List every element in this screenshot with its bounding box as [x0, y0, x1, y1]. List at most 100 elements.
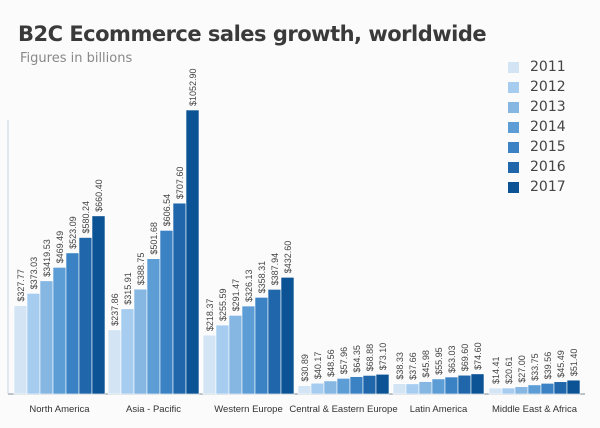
bar	[159, 230, 174, 395]
legend-label: 2013	[530, 99, 566, 115]
data-label: $469.49	[55, 231, 65, 264]
data-label: $73.10	[378, 343, 388, 371]
legend-swatch	[508, 181, 519, 193]
bar	[202, 334, 217, 395]
bar	[146, 258, 161, 395]
data-label: $14.41	[491, 356, 501, 384]
legend-swatch	[508, 61, 519, 73]
data-label: $606.54	[162, 194, 172, 227]
bar	[78, 237, 93, 395]
legend-item: 2014	[508, 117, 566, 137]
bar	[405, 383, 420, 395]
data-label: $237.86	[110, 293, 120, 326]
legend-swatch	[508, 161, 519, 173]
bar	[172, 202, 187, 395]
bar	[39, 280, 54, 395]
legend-item: 2016	[508, 157, 566, 177]
legend-swatch	[508, 101, 519, 113]
data-label: $68.88	[365, 344, 375, 372]
data-label: $69.60	[460, 344, 470, 372]
category-label: Central & Eastern Europe	[289, 404, 397, 415]
bar	[26, 293, 41, 395]
bar	[362, 375, 377, 395]
data-label: $255.59	[218, 289, 228, 322]
bar	[215, 324, 230, 395]
bar	[336, 378, 351, 395]
bar	[241, 305, 256, 395]
bar	[254, 297, 269, 395]
bar	[566, 379, 581, 395]
legend-label: 2012	[530, 79, 566, 95]
bar	[91, 215, 106, 395]
data-label: $523.09	[68, 216, 78, 249]
legend-swatch	[508, 141, 519, 153]
legend: 2011 2012 2013 2014 2015 2016 2017	[508, 57, 566, 197]
data-label: $51.40	[569, 349, 579, 377]
legend-label: 2014	[530, 119, 566, 135]
data-label: $38.33	[395, 352, 405, 380]
legend-swatch	[508, 121, 519, 133]
data-label: $45.98	[421, 350, 431, 378]
data-label: $326.13	[244, 269, 254, 302]
data-label: $388.75	[136, 253, 146, 286]
data-label: $48.56	[326, 349, 336, 377]
legend-item: 2015	[508, 137, 566, 157]
category-label: Latin America	[410, 404, 468, 415]
data-label: $3419.53	[42, 239, 52, 277]
bar	[310, 382, 325, 395]
bar	[488, 387, 503, 395]
data-label: $63.03	[447, 345, 457, 373]
legend-label: 2016	[530, 159, 566, 175]
legend-item: 2017	[508, 177, 566, 197]
data-label: $64.35	[352, 345, 362, 373]
bar	[457, 374, 472, 395]
bar	[349, 376, 364, 395]
bar	[514, 386, 529, 395]
data-label: $660.40	[94, 179, 104, 212]
legend-item: 2011	[508, 57, 566, 77]
data-label: $373.03	[29, 257, 39, 290]
legend-item: 2013	[508, 97, 566, 117]
data-label: $37.66	[408, 352, 418, 380]
bar	[13, 305, 28, 395]
chart-title: B2C Ecommerce sales growth, worldwide	[18, 22, 487, 46]
data-label: $20.61	[504, 356, 514, 384]
data-label: $432.60	[283, 241, 293, 274]
data-label: $358.31	[257, 261, 267, 294]
bar	[553, 381, 568, 395]
data-label: $40.17	[313, 352, 323, 380]
data-label: $315.91	[123, 272, 133, 305]
bar	[280, 277, 295, 395]
data-label: $57.96	[339, 347, 349, 375]
data-label: $707.60	[175, 167, 185, 200]
bar	[133, 288, 148, 395]
bar	[107, 329, 122, 395]
bar	[392, 383, 407, 395]
data-label: $291.47	[231, 279, 241, 312]
bar	[267, 289, 282, 395]
bar	[431, 378, 446, 395]
data-label: $501.68	[149, 222, 159, 255]
data-label: $218.37	[205, 299, 215, 332]
data-label: $39.56	[543, 352, 553, 380]
bar	[501, 387, 516, 395]
bar	[297, 385, 312, 395]
data-label: $27.00	[517, 355, 527, 383]
data-label: $74.60	[473, 342, 483, 370]
category-label: Middle East & Africa	[492, 404, 578, 415]
legend-label: 2015	[530, 139, 566, 155]
bar	[470, 373, 485, 395]
data-label: $580.24	[81, 201, 91, 234]
bar	[65, 252, 80, 395]
data-label: $1052.90	[188, 68, 198, 106]
category-label: Asia - Pacific	[126, 404, 181, 415]
legend-label: 2011	[530, 59, 566, 75]
bar	[228, 315, 243, 395]
data-label: $45.49	[556, 350, 566, 378]
category-label: North America	[29, 404, 90, 415]
category-label: Western Europe	[214, 404, 282, 415]
data-label: $33.75	[530, 353, 540, 381]
bar	[323, 380, 338, 395]
bar	[527, 384, 542, 395]
